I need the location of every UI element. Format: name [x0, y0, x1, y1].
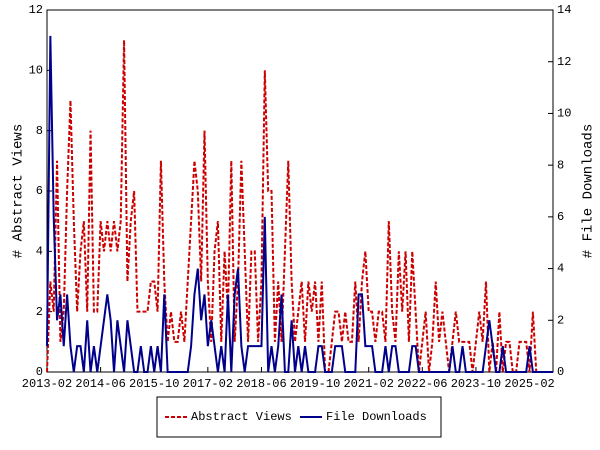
y-tick-label: 4 [36, 245, 43, 259]
y2-tick-label: 0 [557, 365, 564, 379]
x-tick-label: 2022-06 [397, 377, 447, 391]
y-axis-label: # Abstract Views [11, 124, 27, 258]
x-tick-label: 2015-10 [129, 377, 179, 391]
x-tick-label: 2013-02 [22, 377, 72, 391]
series-line [46, 40, 553, 373]
legend [156, 396, 442, 438]
x-tick-label: 2017-02 [183, 377, 233, 391]
y-tick-label: 10 [29, 64, 43, 78]
series-line [46, 35, 553, 373]
x-tick-label: 2019-10 [290, 377, 340, 391]
y2-tick-label: 8 [557, 158, 564, 172]
y2-tick-label: 10 [557, 107, 571, 121]
x-tick-label: 2014-06 [75, 377, 125, 391]
y2-tick-label: 4 [557, 262, 564, 276]
y-tick-label: 8 [36, 124, 43, 138]
y2-tick-label: 2 [557, 313, 564, 327]
x-tick-label: 2025-02 [504, 377, 554, 391]
y2-tick-label: 6 [557, 210, 564, 224]
x-tick-label: 2018-06 [236, 377, 286, 391]
y2-tick-label: 14 [557, 3, 571, 17]
y-tick-label: 2 [36, 305, 43, 319]
y2-axis-label: # File Downloads [581, 124, 597, 258]
y-tick-label: 12 [29, 3, 43, 17]
legend-label: File Downloads [326, 410, 427, 424]
x-tick-label: 2021-02 [343, 377, 393, 391]
legend-label: Abstract Views [191, 410, 292, 424]
y2-tick-label: 12 [557, 55, 571, 69]
y-tick-label: 6 [36, 184, 43, 198]
plot-area [46, 9, 554, 373]
y-tick-label: 0 [36, 365, 43, 379]
x-tick-label: 2023-10 [451, 377, 501, 391]
